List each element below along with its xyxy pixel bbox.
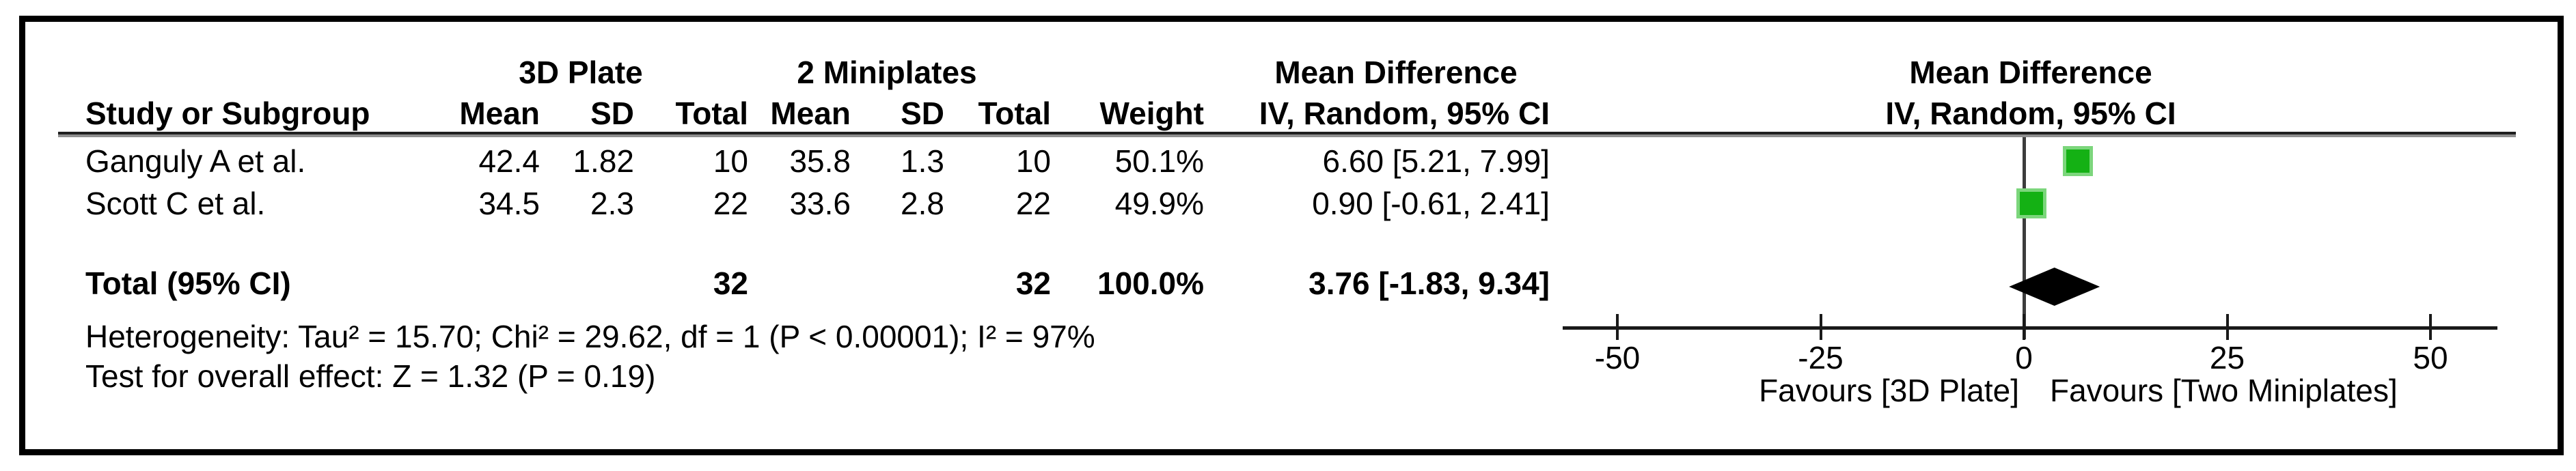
- axis-tick: [2023, 314, 2025, 340]
- plot-header-line1: Mean Difference: [1909, 55, 2152, 90]
- ci-value: 0.90 [-0.61, 2.41]: [1312, 186, 1550, 221]
- axis-tick-label: -25: [1798, 340, 1844, 375]
- study-name: Ganguly A et al.: [85, 143, 306, 179]
- weight-value: 50.1%: [1114, 143, 1204, 179]
- axis-tick: [2429, 314, 2432, 340]
- total2-sum: 32: [1015, 266, 1051, 301]
- total1-sum: 32: [713, 266, 748, 301]
- total2-value: 22: [1015, 186, 1051, 221]
- axis-tick-label: 0: [2015, 340, 2033, 375]
- header-rule-shadow: [58, 134, 2516, 137]
- axis-tick-label: 25: [2209, 340, 2245, 375]
- column-header-sd1: SD: [590, 96, 634, 131]
- sd2-value: 2.8: [901, 186, 944, 221]
- column-header-total2: Total: [978, 96, 1051, 131]
- x-axis-line: [1563, 326, 2497, 330]
- favours-left-label: Favours [3D Plate]: [1759, 373, 2019, 408]
- study-marker: [2019, 192, 2043, 215]
- header-rule: [58, 132, 2516, 134]
- column-header-study: Study or Subgroup: [85, 96, 370, 131]
- sd1-value: 2.3: [590, 186, 634, 221]
- favours-right-label: Favours [Two Miniplates]: [2050, 373, 2398, 408]
- total2-value: 10: [1015, 143, 1051, 179]
- sd1-value: 1.82: [573, 143, 634, 179]
- column-header-sd2: SD: [901, 96, 944, 131]
- mean1-value: 42.4: [478, 143, 540, 179]
- figure-border: [19, 16, 2564, 455]
- axis-tick: [1819, 314, 1822, 340]
- column-header-total1: Total: [675, 96, 748, 131]
- ci-value: 6.60 [5.21, 7.99]: [1322, 143, 1550, 179]
- heterogeneity-stats: Heterogeneity: Tau² = 15.70; Chi² = 29.6…: [85, 319, 1095, 354]
- total1-value: 10: [713, 143, 748, 179]
- group2-header: 2 Miniplates: [797, 55, 977, 90]
- mean2-value: 33.6: [789, 186, 851, 221]
- axis-tick: [1616, 314, 1619, 340]
- study-name: Scott C et al.: [85, 186, 266, 221]
- mean-difference-header: Mean Difference: [1274, 55, 1518, 90]
- total1-value: 22: [713, 186, 748, 221]
- mean2-value: 35.8: [789, 143, 851, 179]
- total-weight: 100.0%: [1097, 266, 1204, 301]
- axis-tick-label: 50: [2413, 340, 2448, 375]
- weight-value: 49.9%: [1114, 186, 1204, 221]
- group1-header: 3D Plate: [519, 55, 643, 90]
- mean1-value: 34.5: [478, 186, 540, 221]
- total-label: Total (95% CI): [85, 266, 291, 301]
- axis-tick-label: -50: [1594, 340, 1641, 375]
- zero-reference-line: [2023, 137, 2026, 339]
- column-header-ci: IV, Random, 95% CI: [1259, 96, 1550, 131]
- column-header-weight: Weight: [1099, 96, 1204, 131]
- column-header-mean1: Mean: [459, 96, 540, 131]
- axis-tick: [2225, 314, 2229, 340]
- study-marker: [2066, 149, 2089, 173]
- sd2-value: 1.3: [901, 143, 944, 179]
- plot-header-line2: IV, Random, 95% CI: [1885, 96, 2176, 131]
- overall-effect-stats: Test for overall effect: Z = 1.32 (P = 0…: [85, 358, 656, 394]
- total-ci: 3.76 [-1.83, 9.34]: [1308, 266, 1550, 301]
- column-header-mean2: Mean: [770, 96, 851, 131]
